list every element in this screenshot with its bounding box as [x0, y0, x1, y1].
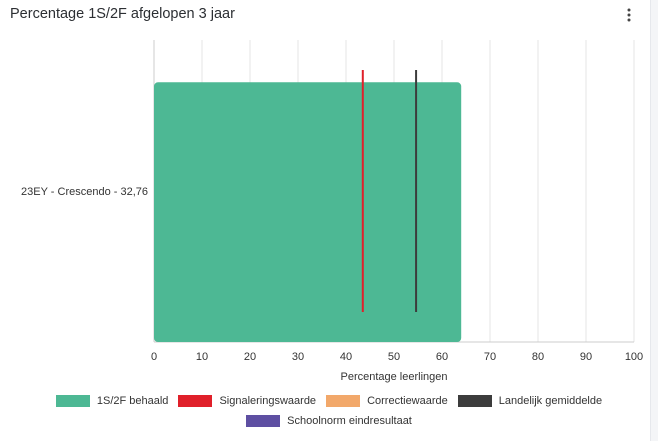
legend-item[interactable]: Landelijk gemiddelde	[457, 393, 603, 409]
x-tick-label: 30	[292, 351, 304, 363]
legend-label: 1S/2F behaald	[96, 395, 169, 407]
x-tick-label: 50	[388, 351, 400, 363]
x-tick-label: 60	[436, 351, 448, 363]
legend-item[interactable]: Schoolnorm eindresultaat	[246, 413, 412, 429]
bar	[154, 82, 462, 342]
x-tick-label: 10	[196, 351, 208, 363]
x-tick-label: 80	[532, 351, 544, 363]
legend-item[interactable]: 1S/2F behaald	[55, 393, 169, 409]
legend-swatch	[55, 395, 90, 407]
bar-chart: 0 10 20 30 40 50 60 70 80 90 100 Percentage leerlin…	[21, 40, 643, 383]
legend-label: Correctiewaarde	[367, 395, 448, 407]
legend-label: Landelijk gemiddelde	[498, 395, 603, 407]
legend-swatch	[326, 395, 361, 407]
y-category-label: 23EY - Crescendo - 32,76	[21, 186, 148, 198]
legend-item[interactable]: Signaleringswaarde	[178, 393, 316, 409]
x-tick-label: 40	[340, 351, 352, 363]
x-tick-label: 0	[151, 351, 157, 363]
legend-label: Schoolnorm eindresultaat	[287, 415, 412, 427]
x-tick-label: 20	[244, 351, 256, 363]
more-vertical-icon[interactable]	[620, 4, 638, 26]
x-tick-label: 90	[580, 351, 592, 363]
x-axis-label: Percentage leerlingen	[340, 371, 447, 383]
x-tick-label: 100	[625, 351, 643, 363]
legend-swatch	[246, 415, 281, 427]
legend-swatch	[457, 395, 492, 407]
card-title: Percentage 1S/2F afgelopen 3 jaar	[10, 6, 235, 22]
legend-label: Signaleringswaarde	[219, 395, 317, 407]
x-tick-label: 70	[484, 351, 496, 363]
legend-item[interactable]: Correctiewaarde	[326, 393, 448, 409]
chart-legend: 1S/2F behaald Signaleringswaarde Correctie…	[0, 393, 658, 429]
legend-swatch	[178, 395, 213, 407]
